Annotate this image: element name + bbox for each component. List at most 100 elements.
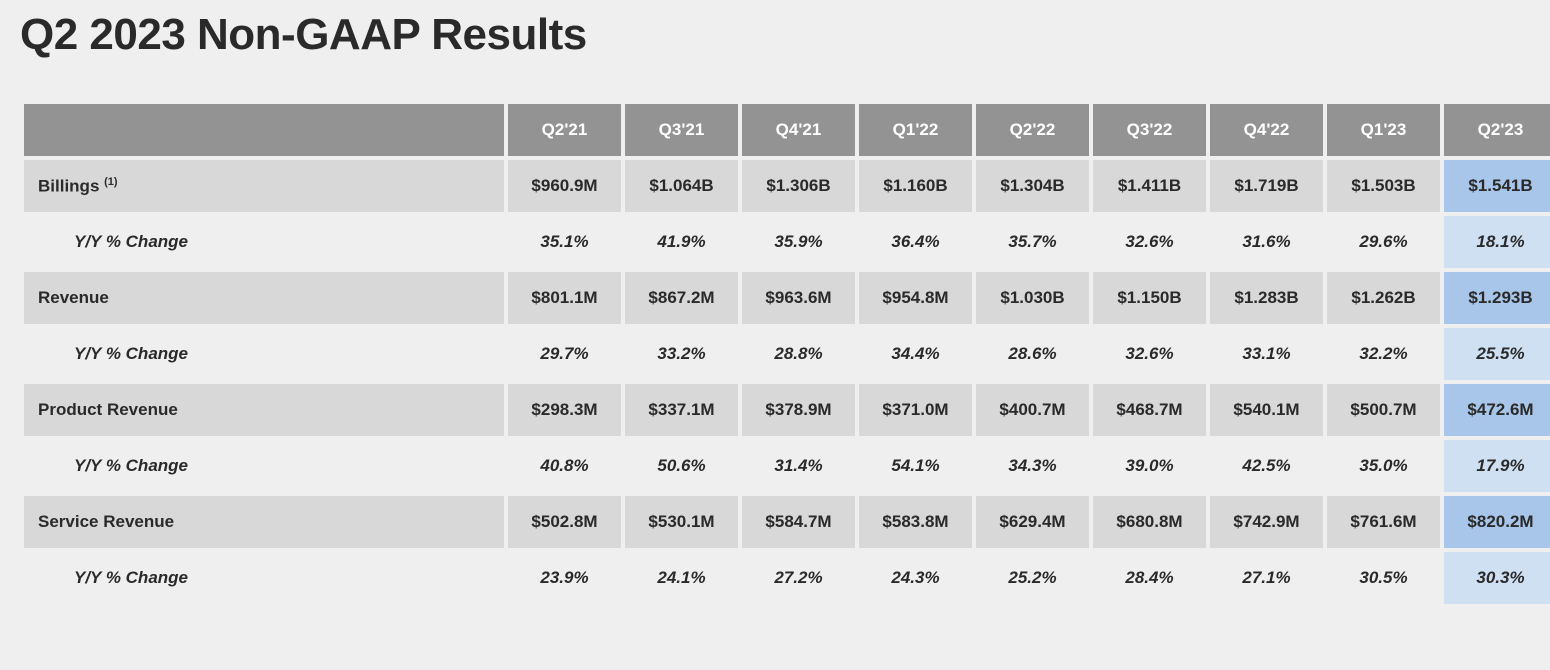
metric-cell: $867.2M [625, 272, 738, 324]
metric-cell: $1.503B [1327, 160, 1440, 212]
yoy-cell: 32.6% [1093, 216, 1206, 268]
yoy-label: Y/Y % Change [24, 328, 504, 380]
yoy-cell: 25.5% [1444, 328, 1550, 380]
metric-row: Service Revenue$502.8M$530.1M$584.7M$583… [24, 496, 1550, 548]
header-row: Q2'21Q3'21Q4'21Q1'22Q2'22Q3'22Q4'22Q1'23… [24, 104, 1550, 156]
yoy-row: Y/Y % Change29.7%33.2%28.8%34.4%28.6%32.… [24, 328, 1550, 380]
metric-cell: $1.030B [976, 272, 1089, 324]
yoy-cell: 32.2% [1327, 328, 1440, 380]
yoy-cell: 35.0% [1327, 440, 1440, 492]
metric-row: Billings (1)$960.9M$1.064B$1.306B$1.160B… [24, 160, 1550, 212]
yoy-cell: 24.1% [625, 552, 738, 604]
yoy-cell: 33.2% [625, 328, 738, 380]
yoy-cell: 29.7% [508, 328, 621, 380]
yoy-cell: 30.3% [1444, 552, 1550, 604]
footnote-marker: (1) [104, 176, 117, 188]
metric-cell: $502.8M [508, 496, 621, 548]
period-header: Q2'22 [976, 104, 1089, 156]
metric-cell: $468.7M [1093, 384, 1206, 436]
period-header: Q3'22 [1093, 104, 1206, 156]
yoy-cell: 18.1% [1444, 216, 1550, 268]
metric-label: Product Revenue [24, 384, 504, 436]
yoy-cell: 35.7% [976, 216, 1089, 268]
table-body: Billings (1)$960.9M$1.064B$1.306B$1.160B… [24, 160, 1550, 604]
metric-cell: $1.262B [1327, 272, 1440, 324]
metric-cell: $378.9M [742, 384, 855, 436]
period-header: Q3'21 [625, 104, 738, 156]
metric-cell: $1.306B [742, 160, 855, 212]
header-blank [24, 104, 504, 156]
yoy-cell: 31.6% [1210, 216, 1323, 268]
yoy-cell: 32.6% [1093, 328, 1206, 380]
metric-cell: $960.9M [508, 160, 621, 212]
period-header: Q4'21 [742, 104, 855, 156]
metric-cell: $1.541B [1444, 160, 1550, 212]
metric-cell: $530.1M [625, 496, 738, 548]
metric-label: Service Revenue [24, 496, 504, 548]
metric-cell: $298.3M [508, 384, 621, 436]
metric-label: Billings (1) [24, 160, 504, 212]
metric-cell: $954.8M [859, 272, 972, 324]
yoy-cell: 23.9% [508, 552, 621, 604]
metric-cell: $963.6M [742, 272, 855, 324]
yoy-cell: 25.2% [976, 552, 1089, 604]
period-header: Q2'21 [508, 104, 621, 156]
results-table: Q2'21Q3'21Q4'21Q1'22Q2'22Q3'22Q4'22Q1'23… [20, 100, 1550, 608]
yoy-cell: 41.9% [625, 216, 738, 268]
yoy-cell: 31.4% [742, 440, 855, 492]
yoy-cell: 28.8% [742, 328, 855, 380]
metric-cell: $629.4M [976, 496, 1089, 548]
table-head: Q2'21Q3'21Q4'21Q1'22Q2'22Q3'22Q4'22Q1'23… [24, 104, 1550, 156]
metric-cell: $1.283B [1210, 272, 1323, 324]
yoy-cell: 27.2% [742, 552, 855, 604]
yoy-row: Y/Y % Change35.1%41.9%35.9%36.4%35.7%32.… [24, 216, 1550, 268]
yoy-label: Y/Y % Change [24, 552, 504, 604]
page-title: Q2 2023 Non-GAAP Results [20, 10, 1530, 60]
yoy-cell: 30.5% [1327, 552, 1440, 604]
yoy-cell: 36.4% [859, 216, 972, 268]
metric-cell: $584.7M [742, 496, 855, 548]
yoy-cell: 27.1% [1210, 552, 1323, 604]
metric-cell: $583.8M [859, 496, 972, 548]
metric-cell: $680.8M [1093, 496, 1206, 548]
yoy-cell: 34.4% [859, 328, 972, 380]
yoy-cell: 24.3% [859, 552, 972, 604]
yoy-label: Y/Y % Change [24, 216, 504, 268]
yoy-cell: 35.1% [508, 216, 621, 268]
yoy-cell: 34.3% [976, 440, 1089, 492]
period-header: Q1'22 [859, 104, 972, 156]
metric-cell: $761.6M [1327, 496, 1440, 548]
metric-row: Product Revenue $298.3M$337.1M$378.9M$371… [24, 384, 1550, 436]
metric-cell: $1.304B [976, 160, 1089, 212]
yoy-cell: 17.9% [1444, 440, 1550, 492]
yoy-row: Y/Y % Change40.8%50.6%31.4%54.1%34.3%39.… [24, 440, 1550, 492]
metric-cell: $400.7M [976, 384, 1089, 436]
metric-cell: $500.7M [1327, 384, 1440, 436]
yoy-cell: 40.8% [508, 440, 621, 492]
yoy-cell: 28.6% [976, 328, 1089, 380]
period-header: Q2'23 [1444, 104, 1550, 156]
metric-cell: $472.6M [1444, 384, 1550, 436]
yoy-cell: 54.1% [859, 440, 972, 492]
yoy-cell: 42.5% [1210, 440, 1323, 492]
metric-label: Revenue [24, 272, 504, 324]
period-header: Q4'22 [1210, 104, 1323, 156]
metric-label-text: Revenue [38, 288, 109, 307]
metric-cell: $371.0M [859, 384, 972, 436]
metric-cell: $801.1M [508, 272, 621, 324]
metric-label-text: Product Revenue [38, 400, 178, 419]
yoy-cell: 28.4% [1093, 552, 1206, 604]
yoy-cell: 39.0% [1093, 440, 1206, 492]
metric-cell: $742.9M [1210, 496, 1323, 548]
metric-cell: $820.2M [1444, 496, 1550, 548]
yoy-cell: 50.6% [625, 440, 738, 492]
metric-cell: $1.064B [625, 160, 738, 212]
yoy-cell: 33.1% [1210, 328, 1323, 380]
metric-cell: $1.293B [1444, 272, 1550, 324]
page: Q2 2023 Non-GAAP Results Q2'21Q3'21Q4'21… [0, 10, 1550, 648]
metric-cell: $1.411B [1093, 160, 1206, 212]
metric-label-text: Billings [38, 176, 99, 195]
metric-cell: $337.1M [625, 384, 738, 436]
metric-cell: $1.160B [859, 160, 972, 212]
period-header: Q1'23 [1327, 104, 1440, 156]
